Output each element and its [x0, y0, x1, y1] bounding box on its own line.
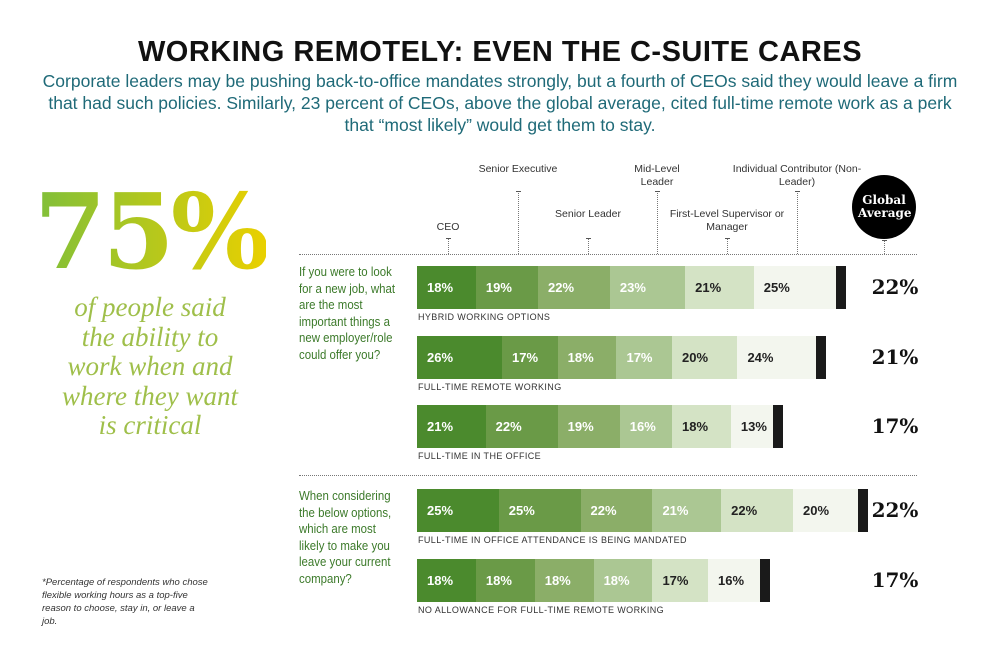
bar-segment: 18% — [672, 405, 731, 448]
section-divider — [299, 475, 917, 476]
bar-segment: 22% — [721, 489, 794, 532]
bar-segment: 20% — [793, 489, 859, 532]
bar-segment: 22% — [580, 489, 653, 532]
bar-label: HYBRID WORKING OPTIONS — [418, 312, 551, 322]
bar-segment: 18% — [557, 336, 617, 379]
bar-segment: 17% — [616, 336, 673, 379]
global-average-value: 17% — [871, 414, 919, 438]
bar-segment: 23% — [609, 266, 686, 309]
bar-label: NO ALLOWANCE FOR FULL-TIME REMOTE WORKIN… — [418, 605, 665, 615]
bar-end-cap — [835, 266, 846, 309]
bar-segment: 17% — [502, 336, 558, 379]
bar-segment: 18% — [475, 559, 535, 602]
bar-segment: 24% — [737, 336, 816, 379]
footnote: *Percentage of respondents who chose fle… — [42, 577, 208, 627]
bar-segment: 19% — [475, 266, 538, 309]
bar-segment: 17% — [652, 559, 709, 602]
bar-segment: 25% — [417, 489, 499, 532]
header-divider — [299, 254, 917, 255]
bar-end-cap — [815, 336, 826, 379]
category-label: CEO — [436, 221, 460, 233]
global-average-value: 22% — [871, 275, 919, 299]
category-label: Senior Executive — [478, 163, 558, 175]
category-label: First-Level Supervisor or Manager — [669, 208, 785, 233]
category-tick — [516, 191, 521, 254]
bar-segment: 22% — [537, 266, 610, 309]
global-average-value: 22% — [871, 498, 919, 522]
bar-segment: 19% — [557, 405, 620, 448]
bar-label: FULL-TIME REMOTE WORKING — [418, 382, 562, 392]
bar-segment: 18% — [534, 559, 594, 602]
bar-segment: 26% — [417, 336, 503, 379]
bar-end-cap — [858, 489, 869, 532]
category-label: Senior Leader — [555, 208, 621, 220]
category-tick — [795, 191, 800, 254]
bar-segment: 21% — [417, 405, 486, 448]
bar-segment: 21% — [685, 266, 754, 309]
callout-text: of people said the ability to work when … — [62, 292, 238, 440]
category-tick — [586, 238, 591, 254]
category-label: Mid-Level Leader — [634, 163, 680, 188]
category-tick — [446, 238, 451, 254]
category-tick — [725, 238, 730, 254]
category-label: Individual Contributor (Non-Leader) — [732, 163, 862, 188]
callout-value: 75% — [34, 170, 270, 293]
bar-segment: 18% — [593, 559, 653, 602]
subtitle: Corporate leaders may be pushing back-to… — [42, 71, 958, 135]
question-2: When considering the below options, whic… — [299, 488, 392, 586]
bar-segment: 16% — [619, 405, 673, 448]
bar-segment: 25% — [753, 266, 836, 309]
bar-segment: 18% — [417, 266, 476, 309]
bar-label: FULL-TIME IN OFFICE ATTENDANCE IS BEING … — [418, 535, 687, 545]
bar-segment: 21% — [652, 489, 722, 532]
bar-segment: 16% — [708, 559, 761, 602]
bar-segment: 20% — [672, 336, 738, 379]
category-tick — [655, 191, 660, 254]
page-title: WORKING REMOTELY: EVEN THE C-SUITE CARES — [137, 36, 863, 68]
bar-end-cap — [760, 559, 771, 602]
bar-segment: 13% — [730, 405, 774, 448]
bar-end-cap — [773, 405, 784, 448]
bar-segment: 22% — [485, 405, 558, 448]
bar-segment: 18% — [417, 559, 476, 602]
question-1: If you were to look for a new job, what … — [299, 264, 396, 362]
bar-segment: 25% — [498, 489, 581, 532]
bar-label: FULL-TIME IN THE OFFICE — [418, 451, 542, 461]
global-average-value: 17% — [871, 568, 919, 592]
global-average-badge: Global Average — [852, 175, 916, 239]
global-average-value: 21% — [871, 345, 919, 369]
global-average-tick — [882, 240, 887, 254]
